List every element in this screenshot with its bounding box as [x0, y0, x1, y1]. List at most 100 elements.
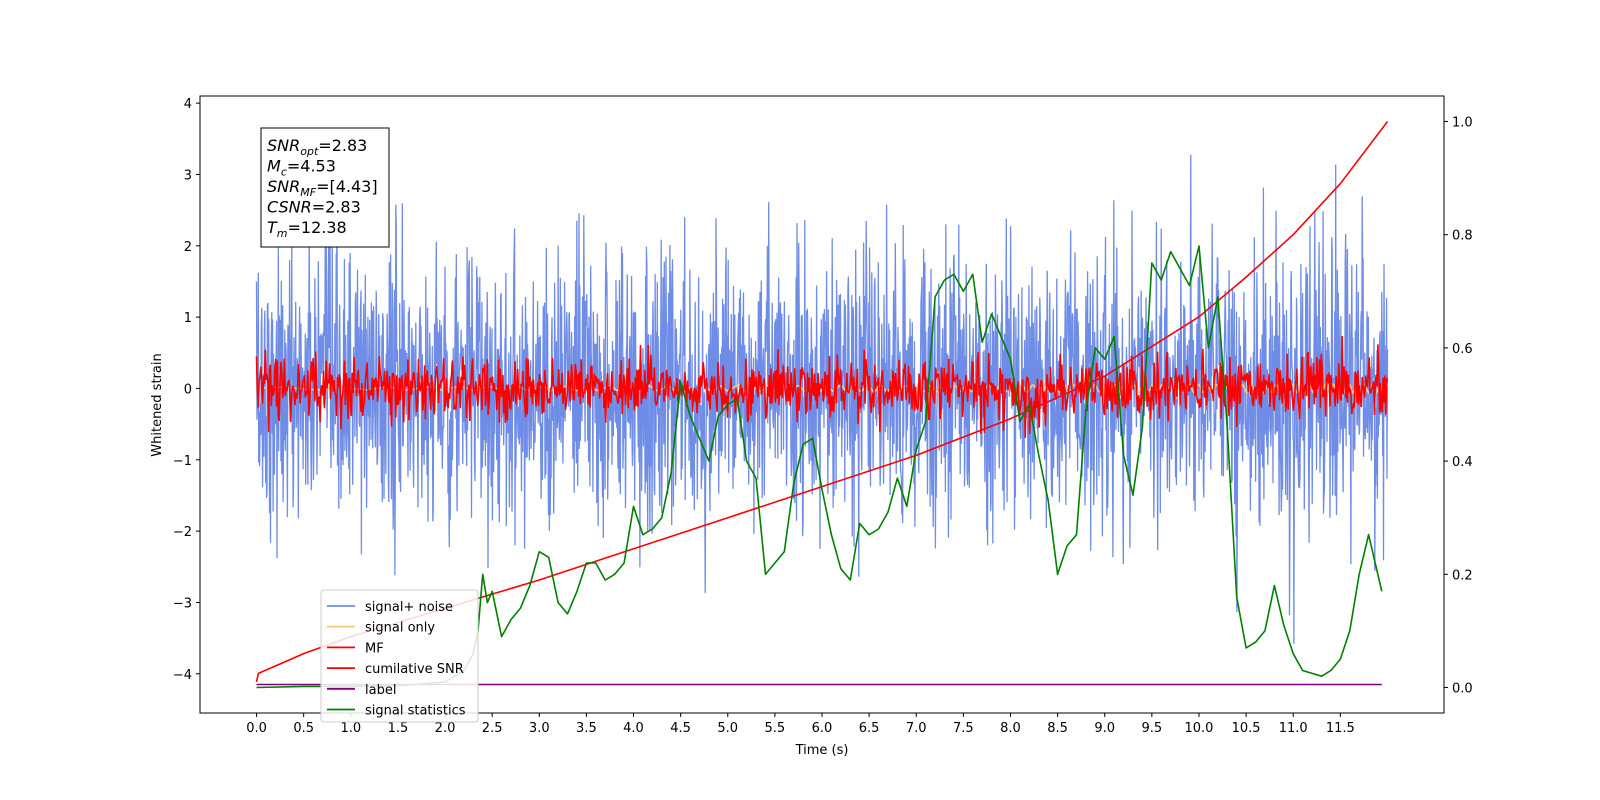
- x-tick: 5.5: [765, 713, 786, 736]
- y-tick-label: −2: [173, 525, 192, 540]
- x-tick: 4.0: [623, 713, 644, 736]
- y-tick: −2: [173, 525, 200, 540]
- x-tick: 0.0: [246, 713, 267, 736]
- y-tick: 1: [184, 311, 200, 326]
- x-tick-label: 1.0: [340, 721, 361, 736]
- y2-tick-label: 0.8: [1452, 229, 1473, 244]
- annotation-line: Mc=4.53: [267, 157, 336, 179]
- legend-item: signal+ noise: [327, 600, 453, 615]
- y2-axis: 0.0 0.2 0.4 0.6 0.8 1.0: [1444, 115, 1473, 697]
- x-tick: 9.5: [1142, 713, 1163, 736]
- x-tick: 8.0: [1000, 713, 1021, 736]
- y2-tick: 0.0: [1444, 682, 1473, 697]
- legend-item: label: [327, 683, 396, 698]
- y-tick-label: −3: [173, 596, 192, 611]
- y2-tick: 0.6: [1444, 342, 1473, 357]
- x-tick: 10.0: [1184, 713, 1213, 736]
- y2-tick-label: 0.2: [1452, 568, 1473, 583]
- x-tick: 9.0: [1094, 713, 1115, 736]
- x-tick-label: 8.0: [1000, 721, 1021, 736]
- x-tick-label: 6.0: [812, 721, 833, 736]
- y-tick: 4: [184, 97, 200, 112]
- y-tick-label: 4: [184, 97, 192, 112]
- x-tick-label: 11.5: [1326, 721, 1355, 736]
- x-tick-label: 4.0: [623, 721, 644, 736]
- x-tick: 6.0: [812, 713, 833, 736]
- y-tick-label: 2: [184, 240, 192, 255]
- y2-tick-label: 0.6: [1452, 342, 1473, 357]
- x-tick: 11.5: [1326, 713, 1355, 736]
- x-tick: 2.5: [482, 713, 503, 736]
- y2-tick-label: 0.4: [1452, 455, 1473, 470]
- annotation-frame: [260, 127, 390, 248]
- x-tick-label: 3.5: [576, 721, 597, 736]
- legend-label: signal only: [365, 621, 435, 636]
- x-tick-label: 7.0: [906, 721, 927, 736]
- y2-tick: 1.0: [1444, 115, 1473, 130]
- annotation-line: Tm=12.38: [267, 218, 347, 240]
- x-tick-label: 5.5: [765, 721, 786, 736]
- legend: signal+ noise signal only MF cumilative SNR…: [320, 589, 479, 723]
- x-tick-label: 8.5: [1047, 721, 1068, 736]
- y-tick-label: 0: [184, 382, 192, 397]
- series-signal-noise: [255, 154, 1389, 645]
- x-axis: 0.0 0.5 1.0 1.5 2.0 2.5 3.0 3.5 4.0 4.5 5.0 5.5 6.0 6…: [246, 713, 1355, 736]
- x-tick-label: 9.0: [1094, 721, 1115, 736]
- x-tick: 6.5: [859, 713, 880, 736]
- legend-item: cumilative SNR: [327, 662, 464, 677]
- x-tick-label: 0.0: [246, 721, 267, 736]
- x-axis-label: Time (s): [795, 743, 849, 758]
- legend-label: MF: [365, 641, 384, 656]
- x-tick-label: 3.0: [529, 721, 550, 736]
- x-tick-label: 1.5: [388, 721, 409, 736]
- legend-label: cumilative SNR: [365, 662, 464, 677]
- x-tick: 0.5: [293, 713, 314, 736]
- x-tick-label: 9.5: [1142, 721, 1163, 736]
- y-axis-label: Whitened strain: [150, 353, 165, 456]
- annotation-line: CSNR=2.83: [267, 198, 361, 217]
- x-tick: 4.5: [670, 713, 691, 736]
- x-tick-label: 10.5: [1232, 721, 1261, 736]
- y-tick-label: 1: [184, 311, 192, 326]
- annotation-line: SNRMF=[4.43]: [267, 177, 378, 199]
- x-tick: 3.5: [576, 713, 597, 736]
- y-tick: −1: [173, 454, 200, 469]
- x-tick: 11.0: [1279, 713, 1308, 736]
- x-tick-label: 0.5: [293, 721, 314, 736]
- x-tick-label: 11.0: [1279, 721, 1308, 736]
- y-tick: −4: [173, 668, 200, 683]
- x-tick: 5.0: [717, 713, 738, 736]
- y-axis: −4 −3 −2 −1 0 1 2 3 4: [173, 97, 200, 683]
- y2-tick: 0.2: [1444, 568, 1473, 583]
- y-tick: 0: [184, 382, 200, 397]
- legend-label: signal+ noise: [365, 600, 453, 615]
- x-tick-label: 7.5: [953, 721, 974, 736]
- legend-item: MF: [327, 641, 384, 656]
- y2-tick-label: 1.0: [1452, 115, 1473, 130]
- y-tick: 3: [184, 168, 200, 183]
- x-tick-label: 4.5: [670, 721, 691, 736]
- x-tick: 7.5: [953, 713, 974, 736]
- y-tick-label: 3: [184, 168, 192, 183]
- series-mf: [255, 335, 1389, 439]
- y2-tick: 0.4: [1444, 455, 1473, 470]
- y-tick: 2: [184, 240, 200, 255]
- x-tick-label: 5.0: [717, 721, 738, 736]
- x-tick: 8.5: [1047, 713, 1068, 736]
- legend-item: signal only: [327, 621, 435, 636]
- y-tick-label: −4: [173, 668, 192, 683]
- series-signal-statistics: [256, 245, 1383, 689]
- x-tick-label: 2.0: [435, 721, 456, 736]
- y-tick: −3: [173, 596, 200, 611]
- x-tick: 10.5: [1232, 713, 1261, 736]
- y-tick-label: −1: [173, 454, 192, 469]
- x-tick: 3.0: [529, 713, 550, 736]
- x-tick-label: 10.0: [1184, 721, 1213, 736]
- annotation-box: SNRopt=2.83Mc=4.53SNRMF=[4.43]CSNR=2.83T…: [260, 127, 390, 248]
- x-tick-label: 2.5: [482, 721, 503, 736]
- legend-label: signal statistics: [365, 704, 466, 719]
- y2-tick: 0.8: [1444, 229, 1473, 244]
- legend-item: signal statistics: [327, 704, 466, 719]
- x-tick-label: 6.5: [859, 721, 880, 736]
